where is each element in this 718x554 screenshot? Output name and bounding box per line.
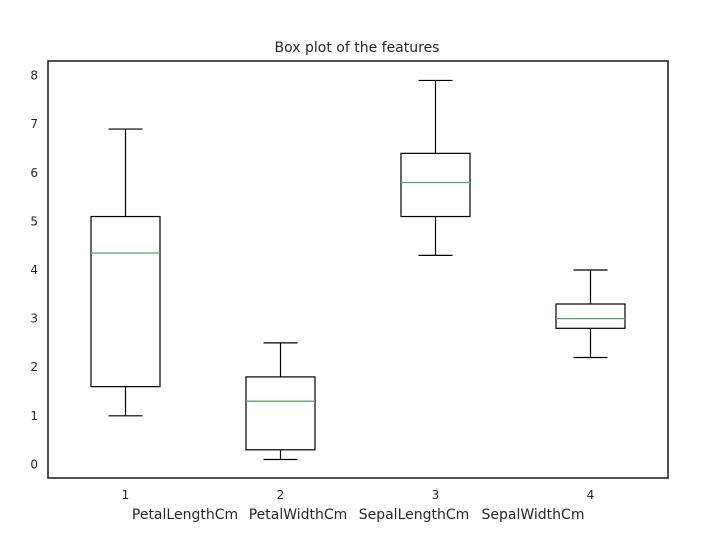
box-4 (555, 269, 626, 359)
x-tick-label: 4 (587, 488, 595, 502)
category-label: SepalLengthCm (359, 507, 470, 523)
y-tick-label: 8 (30, 69, 38, 83)
iqr-box (245, 376, 316, 451)
chart-title: Box plot of the features (275, 40, 440, 56)
iqr-box (90, 215, 161, 388)
x-axis: 1 2 3 4 (122, 488, 595, 502)
y-tick-label: 7 (30, 117, 38, 131)
box-3 (400, 79, 471, 257)
x-tick-label: 3 (432, 488, 440, 502)
y-tick-label: 5 (30, 214, 38, 228)
category-labels: PetalLengthCm PetalWidthCm SepalLengthCm Se… (132, 507, 585, 523)
plot-frame (47, 60, 669, 479)
x-tick-label: 1 (122, 488, 130, 502)
y-tick-label: 4 (30, 263, 38, 277)
x-tick-label: 2 (277, 488, 285, 502)
boxes-layer (90, 79, 626, 461)
y-tick-label: 6 (30, 166, 38, 180)
category-label: PetalLengthCm (132, 507, 238, 523)
y-tick-label: 1 (30, 409, 38, 423)
y-tick-label: 3 (30, 312, 38, 326)
iqr-box (400, 152, 471, 218)
box-1 (90, 128, 161, 417)
category-label: SepalWidthCm (482, 507, 585, 523)
y-axis: 0 1 2 3 4 5 6 7 8 (30, 69, 38, 472)
iqr-box (555, 303, 626, 329)
y-tick-label: 2 (30, 360, 38, 374)
y-tick-label: 0 (30, 457, 38, 471)
category-label: PetalWidthCm (249, 507, 348, 523)
box-2 (245, 342, 316, 461)
